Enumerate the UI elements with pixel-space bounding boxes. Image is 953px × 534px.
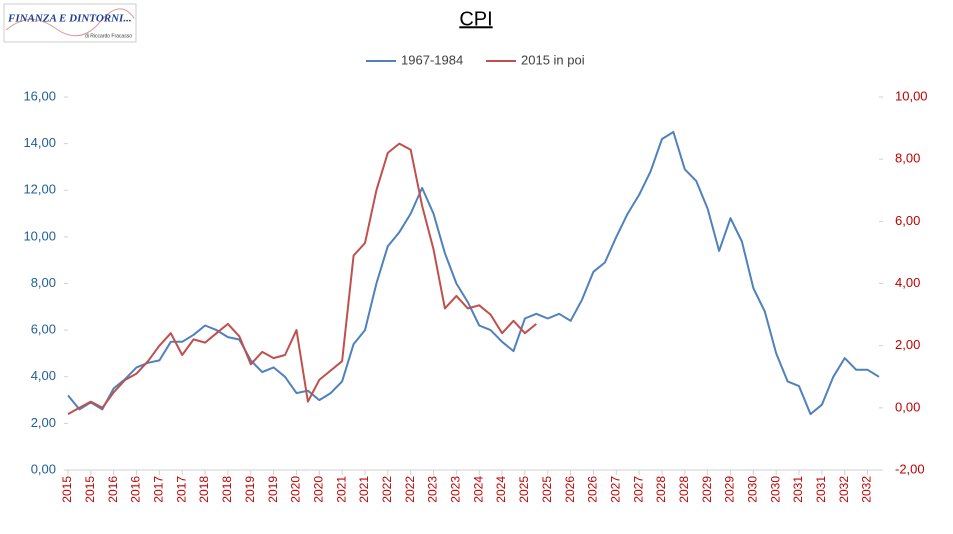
y2-tick-label: 6,00 [895, 213, 920, 228]
x-tick-label: 2020 [289, 476, 303, 503]
legend-label: 1967-1984 [401, 52, 463, 67]
y-tick-label: 6,00 [31, 322, 56, 337]
x-tick-label: 2031 [814, 476, 828, 503]
x-tick-label: 2022 [380, 476, 394, 503]
y-tick-label: 8,00 [31, 275, 56, 290]
x-tick-label: 2028 [677, 476, 691, 503]
x-tick-label: 2019 [266, 476, 280, 503]
x-tick-label: 2026 [563, 476, 577, 503]
x-tick-label: 2019 [243, 476, 257, 503]
x-tick-label: 2024 [494, 476, 508, 503]
y-tick-label: 16,00 [23, 88, 56, 103]
series-line [67, 142, 537, 415]
x-tick-label: 2029 [700, 476, 714, 503]
logo-title: FINANZA E DINTORNI... [7, 13, 132, 25]
x-tick-label: 2022 [403, 476, 417, 503]
x-tick-label: 2017 [174, 476, 188, 503]
y-tick-label: 2,00 [31, 415, 56, 430]
x-tick-label: 2032 [837, 476, 851, 503]
x-tick-label: 2027 [608, 476, 622, 503]
y2-tick-label: 8,00 [895, 151, 920, 166]
y-tick-label: 0,00 [31, 461, 56, 476]
series-line [67, 131, 880, 416]
x-tick-label: 2018 [197, 476, 211, 503]
logo-author: di Riccardo Fracasso [85, 33, 132, 39]
y2-tick-label: -2,00 [895, 461, 925, 476]
x-tick-label: 2023 [426, 476, 440, 503]
y-tick-label: 12,00 [23, 182, 56, 197]
y-tick-label: 4,00 [31, 368, 56, 383]
x-tick-label: 2015 [83, 476, 97, 503]
x-tick-label: 2015 [60, 476, 74, 503]
x-tick-label: 2016 [106, 476, 120, 503]
x-tick-label: 2030 [746, 476, 760, 503]
x-tick-label: 2017 [152, 476, 166, 503]
x-tick-label: 2028 [654, 476, 668, 503]
y2-tick-label: 2,00 [895, 337, 920, 352]
y2-tick-label: 4,00 [895, 275, 920, 290]
legend-label: 2015 in poi [521, 52, 585, 67]
x-tick-label: 2030 [768, 476, 782, 503]
logo: FINANZA E DINTORNI... di Riccardo Fracas… [3, 3, 137, 43]
y2-tick-label: 0,00 [895, 399, 920, 414]
y-tick-label: 10,00 [23, 228, 56, 243]
x-tick-label: 2026 [586, 476, 600, 503]
y-tick-label: 14,00 [23, 135, 56, 150]
x-tick-label: 2016 [129, 476, 143, 503]
x-tick-label: 2025 [540, 476, 554, 503]
x-tick-label: 2025 [517, 476, 531, 503]
x-tick-label: 2024 [471, 476, 485, 503]
x-tick-label: 2018 [220, 476, 234, 503]
x-tick-label: 2031 [791, 476, 805, 503]
x-tick-label: 2020 [311, 476, 325, 503]
x-tick-label: 2023 [449, 476, 463, 503]
y2-tick-label: 10,00 [895, 88, 928, 103]
x-tick-label: 2032 [860, 476, 874, 503]
x-tick-label: 2021 [357, 476, 371, 503]
logo-curve [5, 8, 135, 37]
x-tick-label: 2021 [334, 476, 348, 503]
x-tick-label: 2027 [631, 476, 645, 503]
x-tick-label: 2029 [723, 476, 737, 503]
chart-title: CPI [459, 8, 492, 30]
